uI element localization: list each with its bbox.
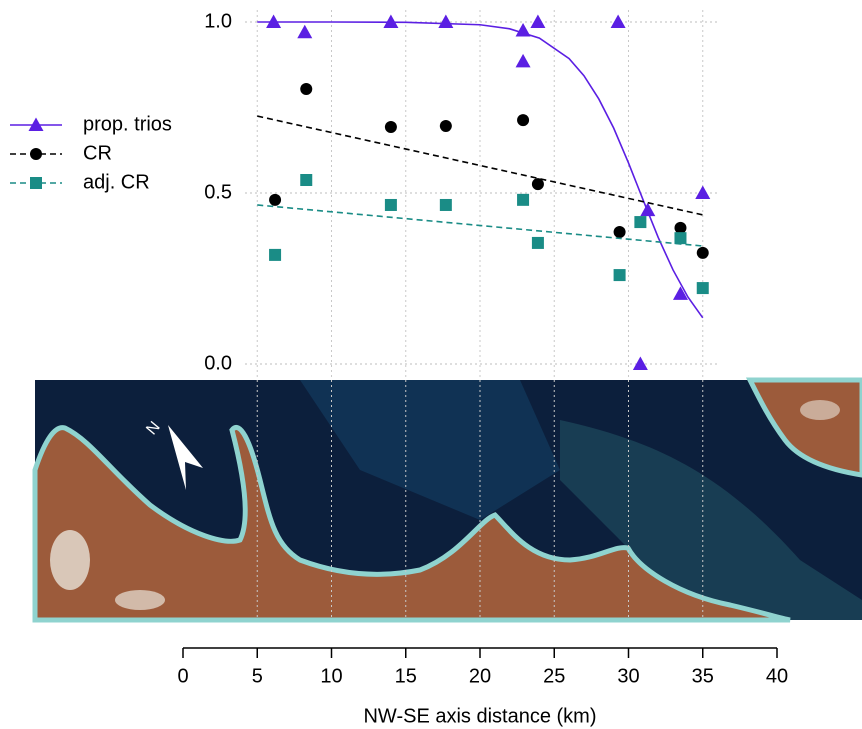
triangle-marker (515, 53, 531, 68)
triangle-marker (266, 14, 282, 28)
x-tick-label: 5 (252, 665, 263, 687)
square-marker (613, 269, 626, 282)
triangle-marker (530, 14, 546, 28)
triangle-marker (515, 23, 531, 37)
x-tick-label: 10 (320, 665, 342, 687)
triangle-marker (28, 117, 44, 131)
square-marker (674, 232, 687, 245)
x-tick-label: 0 (177, 665, 188, 687)
x-tick-label: 40 (766, 665, 788, 687)
square-marker (531, 236, 544, 249)
satellite-image: N (32, 377, 862, 623)
square-marker (517, 193, 530, 206)
circle-marker (674, 221, 687, 234)
x-tick-label: 30 (617, 665, 639, 687)
circle-marker (613, 225, 626, 238)
y-tick-label: 0.5 (204, 181, 232, 203)
square-marker (439, 198, 452, 211)
x-tick-label: 25 (543, 665, 565, 687)
square-marker (384, 198, 397, 211)
x-axis-label: NW-SE axis distance (km) (363, 705, 596, 727)
x-tick-label: 20 (469, 665, 491, 687)
triangle-marker (672, 286, 688, 300)
triangle-marker (632, 356, 648, 370)
legend-label: CR (83, 142, 112, 164)
circle-marker (269, 193, 282, 206)
triangle-marker (297, 24, 313, 39)
square-marker (634, 216, 647, 229)
triangle-marker (640, 202, 656, 217)
circle-marker (30, 148, 42, 160)
legend-label: prop. trios (83, 113, 172, 135)
square-marker (300, 174, 313, 187)
legend-label: adj. CR (83, 171, 150, 193)
circle-marker (517, 114, 530, 127)
y-tick-label: 1.0 (204, 10, 232, 32)
y-tick-label: 0.0 (204, 352, 232, 374)
circle-marker (300, 83, 313, 96)
square-marker (30, 177, 42, 189)
square-marker (696, 282, 709, 295)
triangle-marker (610, 14, 626, 28)
x-tick-label: 15 (395, 665, 417, 687)
circle-marker (696, 246, 709, 259)
x-tick-label: 35 (692, 665, 714, 687)
square-marker (269, 248, 282, 261)
circle-marker (439, 119, 452, 132)
fit-line (257, 115, 703, 216)
triangle-marker (695, 185, 711, 199)
circle-marker (531, 178, 544, 191)
triangle-marker (383, 14, 399, 28)
fit-line (257, 204, 703, 247)
circle-marker (384, 120, 397, 133)
triangle-marker (438, 14, 454, 28)
